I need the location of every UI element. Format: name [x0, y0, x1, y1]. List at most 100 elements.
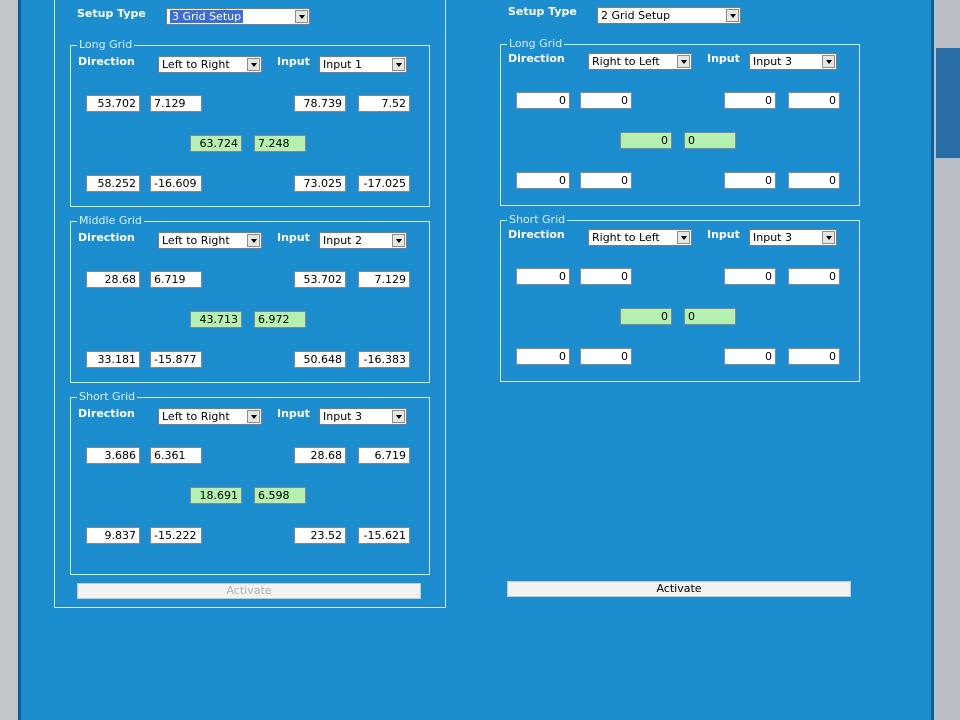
input-select[interactable]: Input 1 [319, 56, 407, 73]
direction-label: Direction [78, 231, 135, 244]
top-left-x-field[interactable]: 53.702 [86, 95, 140, 112]
bottom-right-y-field[interactable]: -15.621 [358, 527, 410, 544]
top-left-x-field[interactable]: 0 [516, 268, 570, 285]
group-legend: Short Grid [77, 390, 138, 404]
top-right-x-field[interactable]: 78.739 [294, 95, 346, 112]
group-legend: Short Grid [507, 213, 568, 227]
chevron-down-icon[interactable] [392, 234, 405, 247]
direction-label: Direction [78, 55, 135, 68]
top-left-y-field[interactable]: 0 [580, 92, 632, 109]
right-setup-panel: Setup Type 2 Grid Setup Long Grid Direct… [500, 0, 890, 398]
top-left-y-field[interactable]: 7.129 [150, 95, 202, 112]
input-value: Input 1 [323, 58, 362, 71]
input-select[interactable]: Input 3 [749, 53, 837, 70]
top-right-y-field[interactable]: 0 [788, 92, 840, 109]
chevron-down-icon[interactable] [677, 55, 690, 68]
setup-type-select[interactable]: 3 Grid Setup [166, 8, 310, 25]
top-right-y-field[interactable]: 7.129 [358, 271, 410, 288]
input-select[interactable]: Input 3 [319, 408, 407, 425]
input-value: Input 3 [753, 231, 792, 244]
direction-select[interactable]: Left to Right [158, 232, 262, 249]
bottom-left-y-field[interactable]: -15.222 [150, 527, 202, 544]
activate-button[interactable]: Activate [77, 583, 421, 599]
setup-type-select[interactable]: 2 Grid Setup [597, 7, 741, 24]
chevron-down-icon[interactable] [822, 231, 835, 244]
center-y-field[interactable]: 6.972 [254, 311, 306, 328]
long-grid-group: Long Grid Direction Right to Left Input … [500, 37, 860, 206]
chevron-down-icon[interactable] [392, 58, 405, 71]
bottom-left-x-field[interactable]: 0 [516, 172, 570, 189]
direction-label: Direction [508, 228, 565, 241]
top-right-y-field[interactable]: 0 [788, 268, 840, 285]
setup-type-value: 2 Grid Setup [601, 9, 671, 22]
center-y-field[interactable]: 0 [684, 308, 736, 325]
center-y-field[interactable]: 6.598 [254, 487, 306, 504]
activate-button[interactable]: Activate [507, 581, 851, 597]
bottom-right-x-field[interactable]: 0 [724, 348, 776, 365]
direction-select[interactable]: Right to Left [588, 53, 692, 70]
top-right-x-field[interactable]: 0 [724, 92, 776, 109]
chevron-down-icon[interactable] [822, 55, 835, 68]
chevron-down-icon[interactable] [247, 234, 260, 247]
chevron-down-icon[interactable] [247, 58, 260, 71]
bottom-left-x-field[interactable]: 33.181 [86, 351, 140, 368]
chevron-down-icon[interactable] [392, 410, 405, 423]
top-left-x-field[interactable]: 0 [516, 92, 570, 109]
direction-label: Direction [508, 52, 565, 65]
bottom-right-x-field[interactable]: 0 [724, 172, 776, 189]
top-right-y-field[interactable]: 6.719 [358, 447, 410, 464]
top-left-y-field[interactable]: 0 [580, 268, 632, 285]
input-label: Input [277, 231, 310, 244]
chevron-down-icon[interactable] [677, 231, 690, 244]
center-y-field[interactable]: 0 [684, 132, 736, 149]
center-x-field[interactable]: 18.691 [190, 487, 242, 504]
grid-setup-window: Setup Type 3 Grid Setup Long Grid Direct… [18, 0, 934, 720]
top-right-x-field[interactable]: 0 [724, 268, 776, 285]
center-x-field[interactable]: 0 [620, 308, 672, 325]
background-window-right [934, 0, 960, 720]
setup-type-label: Setup Type [77, 7, 146, 20]
bottom-right-y-field[interactable]: 0 [788, 348, 840, 365]
direction-value: Left to Right [162, 58, 230, 71]
top-right-y-field[interactable]: 7.52 [358, 95, 410, 112]
bottom-left-y-field[interactable]: 0 [580, 348, 632, 365]
top-left-x-field[interactable]: 28.68 [86, 271, 140, 288]
group-legend: Long Grid [507, 37, 565, 51]
bottom-right-x-field[interactable]: 73.025 [294, 175, 346, 192]
bottom-left-y-field[interactable]: -16.609 [150, 175, 202, 192]
bottom-left-y-field[interactable]: 0 [580, 172, 632, 189]
bottom-right-y-field[interactable]: -16.383 [358, 351, 410, 368]
chevron-down-icon[interactable] [726, 9, 739, 22]
center-x-field[interactable]: 0 [620, 132, 672, 149]
chevron-down-icon[interactable] [247, 410, 260, 423]
top-left-x-field[interactable]: 3.686 [86, 447, 140, 464]
bottom-right-x-field[interactable]: 50.648 [294, 351, 346, 368]
direction-select[interactable]: Right to Left [588, 229, 692, 246]
center-x-field[interactable]: 63.724 [190, 135, 242, 152]
input-label: Input [707, 52, 740, 65]
input-value: Input 3 [753, 55, 792, 68]
direction-value: Left to Right [162, 410, 230, 423]
direction-select[interactable]: Left to Right [158, 408, 262, 425]
input-select[interactable]: Input 2 [319, 232, 407, 249]
bottom-right-y-field[interactable]: 0 [788, 172, 840, 189]
center-y-field[interactable]: 7.248 [254, 135, 306, 152]
bottom-right-x-field[interactable]: 23.52 [294, 527, 346, 544]
top-left-y-field[interactable]: 6.719 [150, 271, 202, 288]
short-grid-group: Short Grid Direction Right to Left Input… [500, 213, 860, 382]
center-x-field[interactable]: 43.713 [190, 311, 242, 328]
input-label: Input [277, 55, 310, 68]
chevron-down-icon[interactable] [295, 10, 308, 23]
top-right-x-field[interactable]: 28.68 [294, 447, 346, 464]
top-right-x-field[interactable]: 53.702 [294, 271, 346, 288]
bottom-left-x-field[interactable]: 9.837 [86, 527, 140, 544]
short-grid-group: Short Grid Direction Left to Right Input… [70, 390, 430, 575]
bottom-left-x-field[interactable]: 58.252 [86, 175, 140, 192]
bottom-right-y-field[interactable]: -17.025 [358, 175, 410, 192]
top-left-y-field[interactable]: 6.361 [150, 447, 202, 464]
input-value: Input 3 [323, 410, 362, 423]
direction-select[interactable]: Left to Right [158, 56, 262, 73]
bottom-left-x-field[interactable]: 0 [516, 348, 570, 365]
bottom-left-y-field[interactable]: -15.877 [150, 351, 202, 368]
input-select[interactable]: Input 3 [749, 229, 837, 246]
